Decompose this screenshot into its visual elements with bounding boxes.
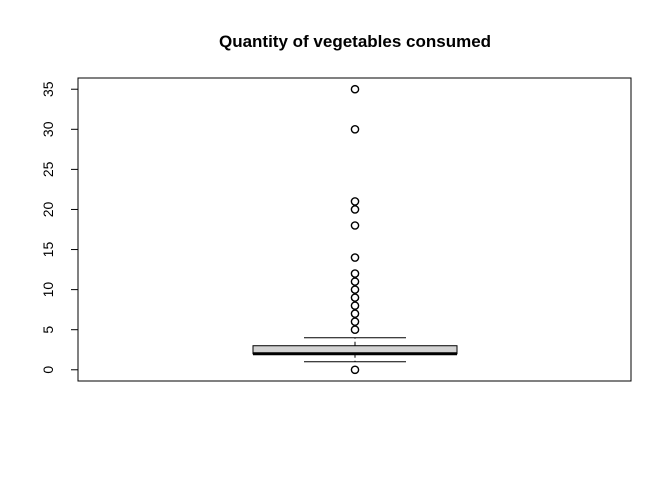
outlier-point [350,205,360,214]
outlier-point [350,221,360,230]
y-tick-label: 25 [40,161,56,177]
y-axis: 0 5 10 15 20 25 30 35 [40,81,79,374]
y-tick-label: 30 [40,121,56,137]
outlier-point [350,317,360,326]
outlier-points [350,84,360,375]
y-tick-label: 20 [40,201,56,217]
y-tick-label: 15 [40,242,56,258]
outlier-point [350,309,360,318]
y-tick-label: 0 [40,366,56,374]
outlier-point [350,325,360,334]
outlier-point [350,301,360,310]
outlier-point [350,277,360,286]
outlier-point [350,197,360,206]
outlier-point [350,84,360,94]
outlier-point [350,253,360,262]
y-tick-label: 5 [40,326,56,334]
outlier-point [350,365,360,375]
outlier-point [350,269,360,278]
y-tick-label: 35 [40,81,56,97]
outlier-point [350,285,360,294]
chart-title: Quantity of vegetables consumed [219,32,491,51]
outlier-point [350,125,360,134]
outlier-point [350,293,360,302]
box-group [252,337,458,363]
y-tick-label: 10 [40,282,56,298]
